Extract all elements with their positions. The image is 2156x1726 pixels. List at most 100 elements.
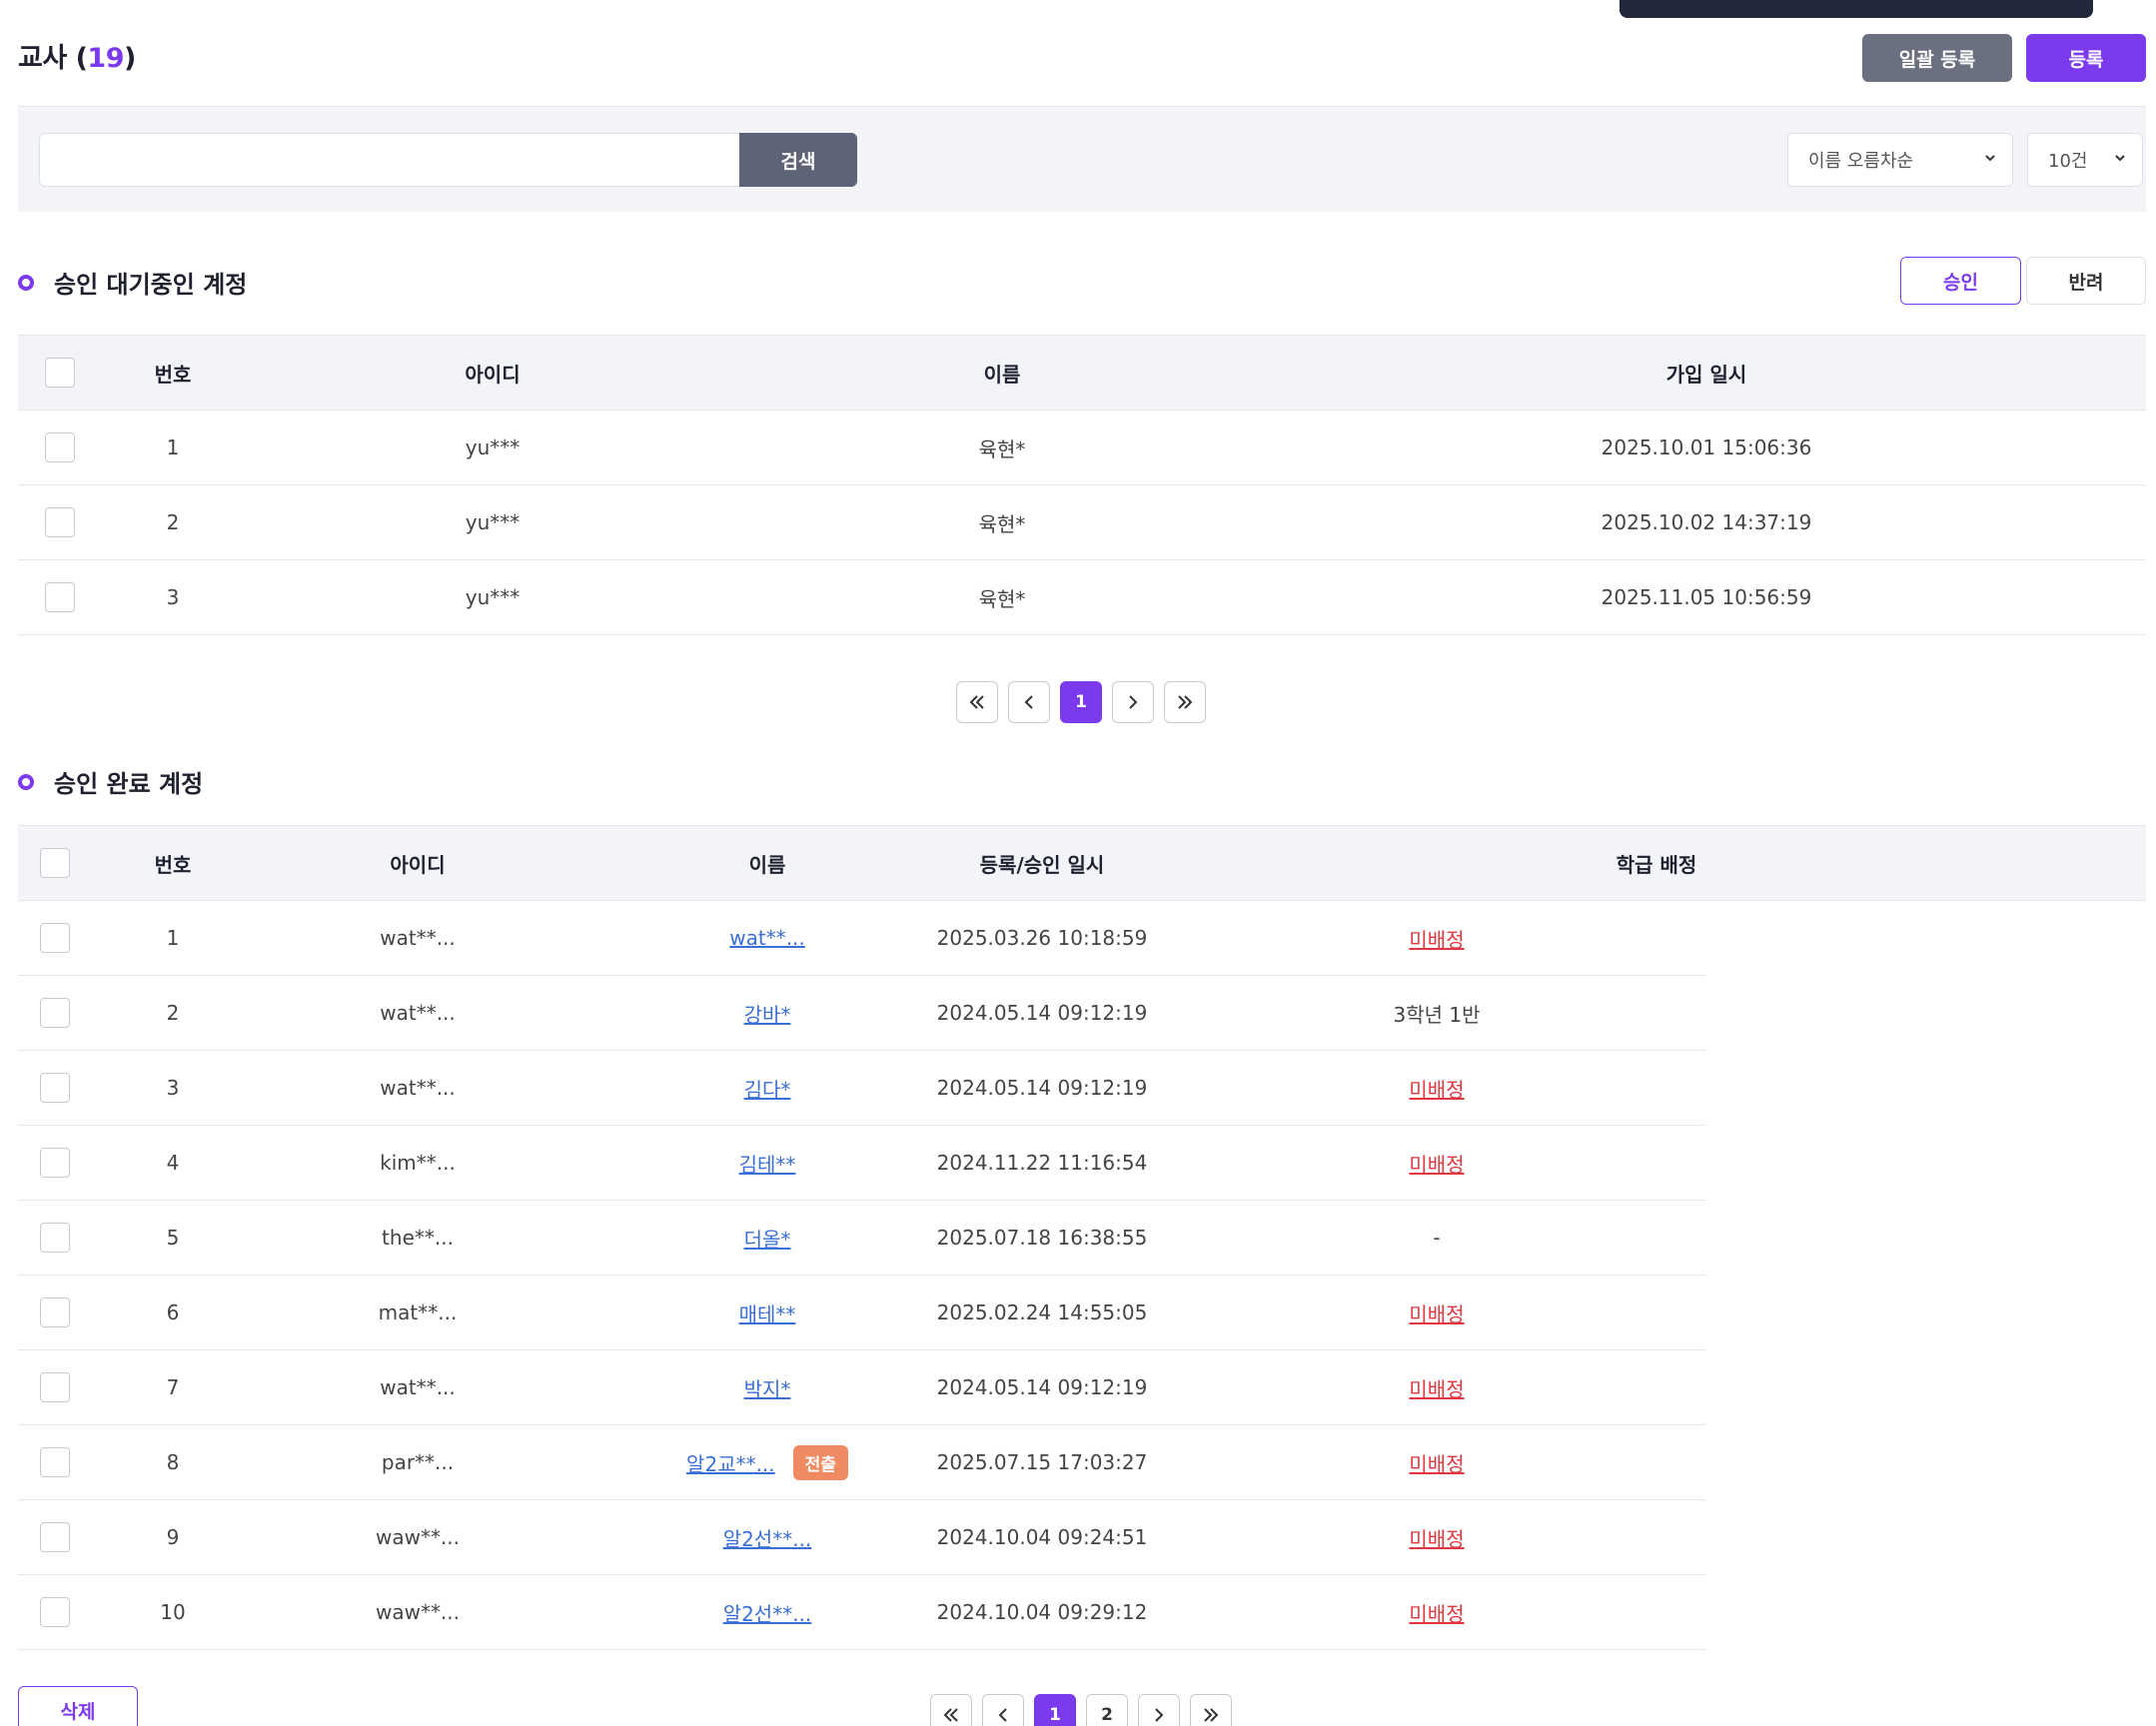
row-class-cell: 미배정 bbox=[1287, 1276, 1587, 1349]
row-checkbox-cell bbox=[38, 1500, 72, 1574]
table-row: 2 wat**... 강바* 2024.05.14 09:12:19 3학년 1반 bbox=[18, 976, 1706, 1051]
row-registered: 2024.11.22 11:16:54 bbox=[936, 1151, 1148, 1175]
row-name-cell: 김테** bbox=[647, 1126, 887, 1200]
row-checkbox-cell bbox=[38, 1276, 72, 1349]
assign-class-link[interactable]: 미배정 bbox=[1409, 1601, 1465, 1626]
next-page-button[interactable] bbox=[1112, 681, 1154, 723]
first-page-button[interactable] bbox=[956, 681, 998, 723]
last-page-button[interactable] bbox=[1164, 681, 1206, 723]
teacher-count: 19 bbox=[87, 43, 124, 74]
approved-table: 번호 아이디 이름 등록/승인 일시 학급 배정 1 wat**... wat**.… bbox=[18, 825, 2146, 1650]
teacher-name-link[interactable]: wat**... bbox=[729, 926, 805, 950]
assign-class-link[interactable]: 미배정 bbox=[1409, 1376, 1465, 1401]
row-class-cell: 미배정 bbox=[1287, 1500, 1587, 1574]
row-id: yu*** bbox=[465, 435, 521, 459]
chevron-down-icon bbox=[2115, 155, 2125, 162]
row-checkbox[interactable] bbox=[40, 923, 70, 953]
page-button[interactable]: 2 bbox=[1086, 1694, 1128, 1726]
row-checkbox[interactable] bbox=[40, 1073, 70, 1103]
teacher-name-link[interactable]: 강바* bbox=[743, 1002, 791, 1027]
chevron-left-icon bbox=[1024, 695, 1033, 709]
page-button[interactable]: 1 bbox=[1034, 1694, 1076, 1726]
row-checkbox[interactable] bbox=[45, 432, 75, 462]
last-page-button[interactable] bbox=[1190, 1694, 1232, 1726]
delete-button[interactable]: 삭제 bbox=[18, 1686, 138, 1726]
select-all-checkbox[interactable] bbox=[45, 358, 75, 388]
row-joined: 2025.10.01 15:06:36 bbox=[1601, 435, 1812, 459]
table-row: 3 yu*** 육현* 2025.11.05 10:56:59 bbox=[18, 560, 2146, 635]
teacher-name-link[interactable]: 김다* bbox=[743, 1077, 791, 1102]
bulk-register-button[interactable]: 일괄 등록 bbox=[1862, 34, 2012, 82]
row-number: 3 bbox=[166, 585, 180, 609]
table-row: 10 waw**... 알2선**... 2024.10.04 09:29:12 미배정 bbox=[18, 1575, 1706, 1650]
teacher-name-link[interactable]: 김테** bbox=[738, 1152, 796, 1177]
approve-button[interactable]: 승인 bbox=[1900, 257, 2021, 305]
assign-class-link[interactable]: 미배정 bbox=[1409, 1077, 1465, 1102]
page-size-select[interactable]: 10건 bbox=[2027, 133, 2143, 187]
row-id: wat**... bbox=[380, 926, 456, 950]
row-registered: 2025.07.18 16:38:55 bbox=[936, 1226, 1148, 1250]
row-class-cell: 미배정 bbox=[1287, 1051, 1587, 1125]
teacher-name-link[interactable]: 알2선**... bbox=[722, 1601, 812, 1626]
chevron-left-icon bbox=[998, 1708, 1007, 1722]
next-page-button[interactable] bbox=[1138, 1694, 1180, 1726]
prev-page-button[interactable] bbox=[982, 1694, 1024, 1726]
row-checkbox[interactable] bbox=[40, 998, 70, 1028]
row-checkbox[interactable] bbox=[40, 1447, 70, 1477]
approved-section-title: 승인 완료 계정 bbox=[18, 764, 203, 799]
row-number: 3 bbox=[166, 1076, 180, 1100]
teacher-name-link[interactable]: 매테** bbox=[738, 1301, 796, 1326]
row-checkbox[interactable] bbox=[45, 582, 75, 612]
row-checkbox[interactable] bbox=[45, 507, 75, 537]
row-checkbox[interactable] bbox=[40, 1297, 70, 1327]
row-class-cell: 미배정 bbox=[1287, 1350, 1587, 1424]
row-checkbox-cell bbox=[38, 976, 72, 1050]
page-button[interactable]: 1 bbox=[1060, 681, 1102, 723]
assign-class-link[interactable]: 미배정 bbox=[1409, 1526, 1465, 1551]
row-name-cell: 알2선**... bbox=[647, 1575, 887, 1649]
row-checkbox[interactable] bbox=[40, 1597, 70, 1627]
assign-class-link[interactable]: 미배정 bbox=[1409, 1301, 1465, 1326]
row-name-cell: 더올* bbox=[647, 1201, 887, 1275]
register-button[interactable]: 등록 bbox=[2026, 34, 2146, 82]
section-bullet-icon bbox=[18, 773, 34, 790]
row-checkbox[interactable] bbox=[40, 1372, 70, 1402]
row-number: 4 bbox=[166, 1151, 180, 1175]
double-chevron-right-icon bbox=[1204, 1708, 1219, 1722]
row-checkbox[interactable] bbox=[40, 1148, 70, 1178]
row-checkbox-cell bbox=[43, 411, 77, 484]
row-joined: 2025.11.05 10:56:59 bbox=[1601, 585, 1812, 609]
row-checkbox[interactable] bbox=[40, 1223, 70, 1253]
assign-class-link[interactable]: 미배정 bbox=[1409, 1152, 1465, 1177]
row-name: 육현* bbox=[978, 436, 1026, 461]
row-class-cell: 미배정 bbox=[1287, 1126, 1587, 1200]
assign-class-link[interactable]: 미배정 bbox=[1409, 927, 1465, 952]
reject-button[interactable]: 반려 bbox=[2026, 257, 2146, 305]
table-row: 4 kim**... 김테** 2024.11.22 11:16:54 미배정 bbox=[18, 1126, 1706, 1201]
col-registered: 등록/승인 일시 bbox=[979, 852, 1105, 877]
row-id: wat**... bbox=[380, 1001, 456, 1025]
select-all-checkbox[interactable] bbox=[40, 848, 70, 878]
row-class-cell: 미배정 bbox=[1287, 1425, 1587, 1499]
prev-page-button[interactable] bbox=[1008, 681, 1050, 723]
first-page-button[interactable] bbox=[930, 1694, 972, 1726]
page-title-text: 교사 ( bbox=[18, 43, 88, 74]
teacher-name-link[interactable]: 알2선**... bbox=[722, 1526, 812, 1551]
teacher-name-link[interactable]: 알2교**... bbox=[686, 1451, 775, 1476]
row-number: 9 bbox=[166, 1525, 180, 1549]
teacher-name-link[interactable]: 박지* bbox=[743, 1376, 791, 1401]
table-row: 5 the**... 더올* 2025.07.18 16:38:55 - bbox=[18, 1201, 1706, 1276]
row-class-cell: 미배정 bbox=[1287, 901, 1587, 975]
row-name-cell: wat**... bbox=[647, 901, 887, 975]
teacher-name-link[interactable]: 더올* bbox=[743, 1227, 791, 1252]
row-id: yu*** bbox=[465, 510, 521, 534]
row-number: 1 bbox=[166, 435, 180, 459]
table-row: 9 waw**... 알2선**... 2024.10.04 09:24:51 미배정 bbox=[18, 1500, 1706, 1575]
assign-class-link[interactable]: 미배정 bbox=[1409, 1451, 1465, 1476]
search-input[interactable] bbox=[39, 133, 760, 187]
search-button[interactable]: 검색 bbox=[739, 133, 857, 187]
row-id: waw**... bbox=[375, 1525, 461, 1549]
sort-select[interactable]: 이름 오름차순 bbox=[1787, 133, 2013, 187]
row-checkbox[interactable] bbox=[40, 1522, 70, 1552]
row-number: 10 bbox=[160, 1600, 186, 1624]
